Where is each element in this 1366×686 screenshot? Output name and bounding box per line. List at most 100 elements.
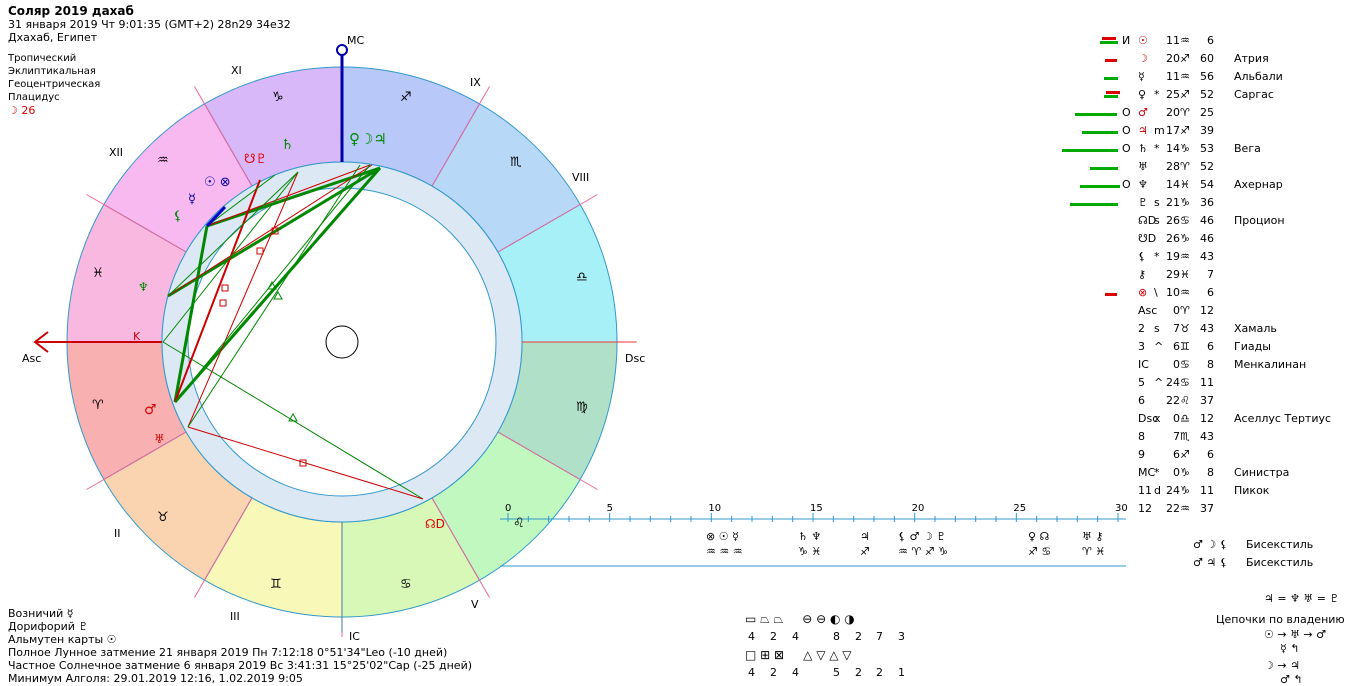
planet-deg: 0 [1173, 466, 1180, 479]
rulership-chain-1: ☉ → ♅ → ♂ [1264, 628, 1327, 641]
planet-min: 37 [1200, 502, 1214, 515]
planet-row[interactable]: ⚷ 29 ♓ 7 [1060, 266, 1360, 284]
planet-glyph: ♀ [1138, 88, 1147, 101]
planet-row[interactable]: ♅ 28 ♈ 52 [1060, 158, 1360, 176]
planet-deg: 0 [1173, 412, 1180, 425]
setting-zodiac: Тропический [8, 53, 77, 64]
shape-icons-row1: ▭ ⏢ ⏢ ⊖ ⊖ ◐ ◑ [745, 612, 855, 626]
zodiac-ring [47, 47, 637, 637]
timeline-signs-3: ♐ [860, 545, 870, 558]
shape-count: 7 [876, 630, 883, 643]
chiron-icon[interactable]: K [133, 330, 141, 343]
planet-row[interactable]: О ♄ * 14 ♑ 53 Вега [1060, 140, 1360, 158]
planet-retro: * [1154, 250, 1160, 263]
planet-row[interactable]: ♇ s 21 ♑ 36 [1060, 194, 1360, 212]
planet-sign: ♈ [1180, 304, 1190, 317]
planet-min: 25 [1200, 106, 1214, 119]
mars-icon[interactable]: ♂ [144, 402, 157, 418]
planet-glyph: MC [1138, 466, 1156, 479]
planet-row[interactable]: 6 22 ♌ 37 [1060, 392, 1360, 410]
house-12-label: XII [109, 146, 124, 159]
planet-prefix: О [1122, 142, 1131, 155]
planet-row[interactable]: 5 ^ 24 ♋ 11 [1060, 374, 1360, 392]
saturn-icon[interactable]: ♄ [281, 137, 294, 153]
planet-deg: 21 [1166, 196, 1180, 209]
planet-retro: m [1154, 124, 1165, 137]
dignity-bar [1105, 293, 1117, 296]
planet-min: 37 [1200, 394, 1214, 407]
uranus-icon[interactable]: ♅ [154, 432, 165, 446]
dignity-bar [1106, 91, 1120, 94]
planet-deg: 28 [1166, 160, 1180, 173]
planet-row[interactable]: 8 7 ♏ 43 [1060, 428, 1360, 446]
asc-label: Asc [22, 352, 42, 365]
moon-info: ☽ 26 [8, 104, 36, 117]
dignity-bar [1102, 37, 1116, 40]
planet-deg: 20 [1166, 52, 1180, 65]
planet-min: 54 [1200, 178, 1214, 191]
north-node-icon[interactable]: ☊D [425, 517, 445, 531]
sign-taurus-icon: ♉ [157, 510, 169, 525]
sign-capricorn-icon: ♑ [272, 90, 284, 105]
planet-row[interactable]: ☋D 26 ♑ 46 [1060, 230, 1360, 248]
planet-row[interactable]: О ♃ m 17 ♐ 39 [1060, 122, 1360, 140]
planet-glyph: 5 [1138, 376, 1145, 389]
planet-retro: * [1154, 466, 1160, 479]
planet-row[interactable]: 11 d 24 ♑ 11 Пикок [1060, 482, 1360, 500]
planet-row[interactable]: ☿ 11 ♒ 56 Альбали [1060, 68, 1360, 86]
planet-min: 46 [1200, 232, 1214, 245]
planet-retro: d [1154, 484, 1161, 497]
planet-star: Атрия [1234, 52, 1269, 65]
timeline-events-5: ♀ ☊ [1028, 530, 1050, 543]
planet-row[interactable]: Dsc x 0 ♎ 12 Аселлус Тертиус [1060, 410, 1360, 428]
planet-row[interactable]: 3 ^ 6 ♊ 6 Гиады [1060, 338, 1360, 356]
lilith-icon[interactable]: ⚸ [173, 209, 183, 224]
planet-row[interactable]: IC 0 ♋ 8 Менкалинан [1060, 356, 1360, 374]
planet-sign: ♉ [1180, 322, 1190, 335]
planet-star: Гиады [1234, 340, 1271, 353]
planet-row[interactable]: 2 s 7 ♉ 43 Хамаль [1060, 320, 1360, 338]
planet-row[interactable]: ☽ 20 ♐ 60 Атрия [1060, 50, 1360, 68]
planet-deg: 22 [1166, 394, 1180, 407]
shape-icons-row2: □ ⊞ ⊠ △ ▽ △ ▽ [745, 648, 852, 662]
planet-glyph: ♂ [1138, 106, 1148, 119]
sign-aquarius-icon: ♒ [157, 153, 169, 168]
planet-sign: ♑ [1180, 484, 1190, 497]
planet-row[interactable]: ♀ * 25 ♐ 52 Саргас [1060, 86, 1360, 104]
planet-row[interactable]: ☊D s 26 ♋ 46 Процион [1060, 212, 1360, 230]
planet-glyph: ☉ [1138, 34, 1148, 47]
mercury-icon[interactable]: ☿ [188, 192, 196, 207]
planet-deg: 17 [1166, 124, 1180, 137]
planet-row[interactable]: ⚸ * 19 ♒ 43 [1060, 248, 1360, 266]
dignity-bar [1090, 167, 1118, 170]
planet-glyph: ⚷ [1138, 268, 1147, 281]
planet-min: 52 [1200, 88, 1214, 101]
planet-row[interactable]: ⊗ \ 10 ♒ 6 [1060, 284, 1360, 302]
planet-row[interactable]: И ☉ 11 ♒ 6 [1060, 32, 1360, 50]
planet-glyph: ☊D [1138, 214, 1157, 227]
planet-row[interactable]: MC * 0 ♑ 8 Синистра [1060, 464, 1360, 482]
planet-min: 6 [1207, 34, 1214, 47]
planet-sign: ♈ [1180, 106, 1190, 119]
sign-libra-icon: ♎ [576, 270, 588, 285]
planet-row[interactable]: 12 22 ♒ 37 [1060, 500, 1360, 518]
planet-row[interactable]: О ♆ 14 ♓ 54 Ахернар [1060, 176, 1360, 194]
neptune-icon[interactable]: ♆ [138, 280, 149, 294]
planet-glyph: ☋D [1138, 232, 1157, 245]
timeline-events-6: ♅ ⚷ [1082, 530, 1104, 543]
planet-min: 11 [1200, 376, 1214, 389]
house-cusp-line [497, 194, 598, 253]
shape-count: 4 [748, 630, 755, 643]
planet-row[interactable]: 9 6 ♐ 6 [1060, 446, 1360, 464]
planet-row[interactable]: О ♂ 20 ♈ 25 [1060, 104, 1360, 122]
planet-star: Синистра [1234, 466, 1290, 479]
shape-count: 2 [770, 666, 777, 679]
planet-min: 36 [1200, 196, 1214, 209]
planet-star: Аселлус Тертиус [1234, 412, 1332, 425]
sun-fortune-icons[interactable]: ☉ ⊗ [204, 175, 231, 190]
planet-retro: \ [1154, 286, 1158, 299]
planet-row[interactable]: Asc 0 ♈ 12 [1060, 302, 1360, 320]
south-node-pluto-icons[interactable]: ☋♇ [244, 152, 268, 167]
venus-moon-jupiter-icons[interactable]: ♀☽♃ [349, 130, 387, 148]
